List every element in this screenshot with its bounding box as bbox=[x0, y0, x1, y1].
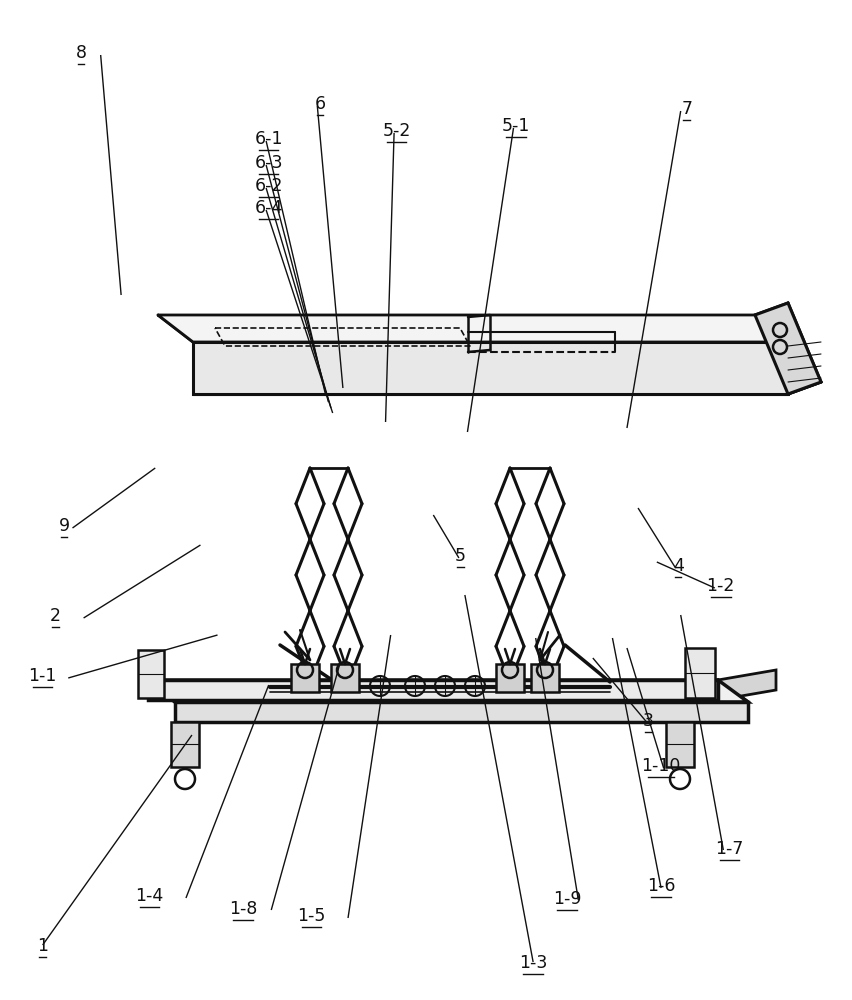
Polygon shape bbox=[175, 702, 747, 722]
Text: 2: 2 bbox=[50, 607, 60, 625]
Text: 6-3: 6-3 bbox=[254, 154, 283, 172]
Polygon shape bbox=[148, 680, 717, 700]
Text: 6: 6 bbox=[314, 95, 325, 113]
Text: 1-8: 1-8 bbox=[228, 900, 257, 918]
Bar bbox=[291, 664, 319, 692]
Text: 1-5: 1-5 bbox=[296, 907, 325, 925]
Polygon shape bbox=[193, 342, 787, 394]
Bar bbox=[331, 664, 359, 692]
Text: 1-3: 1-3 bbox=[518, 954, 547, 972]
Text: 6-4: 6-4 bbox=[254, 199, 283, 217]
Bar bbox=[684, 648, 714, 698]
Text: 1: 1 bbox=[37, 937, 48, 955]
Polygon shape bbox=[158, 315, 787, 342]
Bar bbox=[138, 650, 164, 698]
Text: 5: 5 bbox=[455, 547, 465, 565]
Text: 3: 3 bbox=[642, 712, 653, 730]
Text: 1-2: 1-2 bbox=[705, 577, 734, 595]
Bar bbox=[495, 664, 523, 692]
Text: 8: 8 bbox=[76, 44, 86, 62]
Text: 1-10: 1-10 bbox=[641, 757, 680, 775]
Text: 6-1: 6-1 bbox=[254, 130, 283, 148]
Text: 1-6: 1-6 bbox=[646, 877, 675, 895]
Text: 1-9: 1-9 bbox=[552, 890, 581, 908]
Polygon shape bbox=[717, 670, 775, 700]
Text: 1-1: 1-1 bbox=[28, 667, 57, 685]
Bar bbox=[170, 722, 199, 767]
Text: 1-7: 1-7 bbox=[714, 840, 743, 858]
Text: 5-2: 5-2 bbox=[382, 122, 411, 140]
Text: 6-2: 6-2 bbox=[254, 177, 283, 195]
Text: 4: 4 bbox=[672, 557, 682, 575]
Text: 5-1: 5-1 bbox=[501, 117, 530, 135]
Polygon shape bbox=[754, 303, 820, 394]
Text: 9: 9 bbox=[58, 517, 70, 535]
Bar bbox=[665, 722, 694, 767]
Text: 1-4: 1-4 bbox=[135, 887, 164, 905]
Polygon shape bbox=[148, 680, 747, 702]
Bar bbox=[531, 664, 558, 692]
Text: 7: 7 bbox=[681, 100, 691, 118]
